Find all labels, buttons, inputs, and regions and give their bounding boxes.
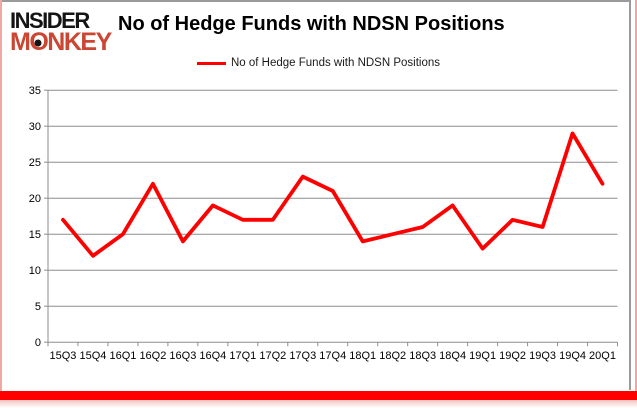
frame-right-border (635, 0, 637, 392)
x-axis-label: 19Q1 (469, 350, 496, 362)
y-axis-label: 15 (29, 229, 41, 241)
legend-line-swatch (197, 61, 226, 65)
x-axis-label: 19Q2 (499, 350, 526, 362)
x-axis-label: 15Q4 (79, 350, 106, 362)
x-axis-label: 17Q3 (289, 350, 316, 362)
insider-monkey-logo: INSIDER MONKEY (10, 8, 112, 56)
x-axis-label: 18Q1 (349, 350, 376, 362)
x-axis-label: 18Q4 (439, 350, 466, 362)
y-axis-label: 20 (29, 193, 41, 205)
x-axis-label: 16Q2 (139, 350, 166, 362)
bottom-bar-shadow (0, 400, 637, 408)
y-axis-label: 10 (29, 265, 41, 277)
chart-right-border (629, 0, 631, 390)
x-axis-label: 18Q2 (379, 350, 406, 362)
x-axis-label: 15Q3 (50, 350, 77, 362)
logo-monkey-m: M (10, 28, 31, 56)
x-axis-label: 19Q4 (559, 350, 586, 362)
x-axis-label: 17Q1 (229, 350, 256, 362)
x-axis-label: 18Q3 (409, 350, 436, 362)
frame-top-border (0, 0, 631, 2)
x-axis-label: 17Q2 (259, 350, 286, 362)
x-axis-label: 19Q3 (529, 350, 556, 362)
logo-text-monkey: MONKEY (10, 28, 112, 56)
y-axis-label: 0 (35, 337, 41, 349)
chart-title: No of Hedge Funds with NDSN Positions (118, 13, 505, 35)
bottom-red-bar (0, 391, 637, 400)
y-axis-label: 30 (29, 121, 41, 133)
x-axis-label: 17Q4 (319, 350, 346, 362)
x-axis-label: 16Q1 (109, 350, 136, 362)
x-axis-label: 16Q4 (199, 350, 226, 362)
logo-text-insider: INSIDER (10, 8, 90, 33)
y-axis-label: 25 (29, 157, 41, 169)
y-axis-label: 5 (35, 301, 41, 313)
legend-label: No of Hedge Funds with NDSN Positions (231, 57, 441, 69)
logo-monkey-o-icon: O (29, 28, 48, 56)
x-axis-label: 20Q1 (589, 350, 616, 362)
legend: No of Hedge Funds with NDSN Positions (197, 57, 440, 69)
frame-left-border (0, 0, 2, 392)
y-axis-label: 35 (29, 85, 41, 97)
x-axis-label: 16Q3 (169, 350, 196, 362)
series-line-hedge-funds (61, 131, 605, 258)
logo-monkey-rest: NKEY (47, 28, 112, 56)
